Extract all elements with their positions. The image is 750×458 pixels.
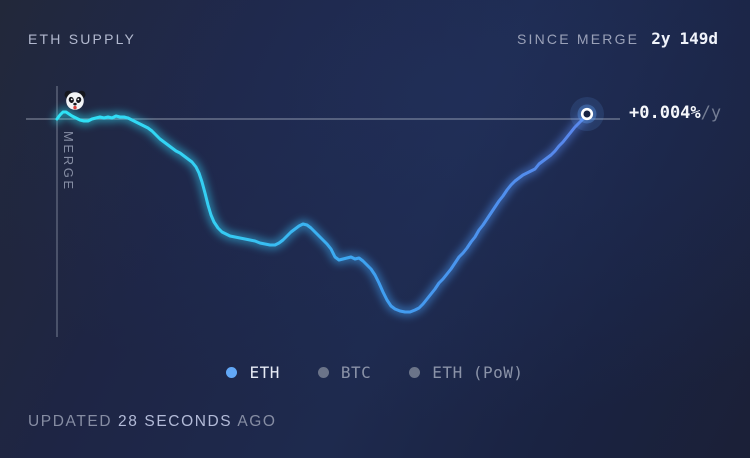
legend-item[interactable]: ETH (PoW)	[409, 363, 523, 382]
since-merge-toggle[interactable]: SINCE MERGE 2y 149d	[517, 29, 718, 48]
legend: ETH BTC ETH (PoW)	[0, 363, 750, 382]
legend-item[interactable]: ETH	[226, 363, 279, 382]
last-updated-status: UPDATED 28 SECONDS AGO	[28, 413, 277, 431]
legend-label-btc: BTC	[340, 363, 372, 382]
supply-line-glow	[52, 107, 592, 317]
since-merge-years: 2y	[651, 29, 671, 48]
panda-icon	[64, 90, 86, 110]
supply-line	[55, 110, 589, 314]
since-merge-days: 149d	[679, 29, 718, 48]
since-merge-label: SINCE MERGE	[516, 31, 640, 47]
updated-suffix: AGO	[237, 413, 277, 430]
legend-label-eth-pow: ETH (PoW)	[432, 363, 524, 382]
widget-title: ETH SUPPLY	[28, 31, 137, 47]
growth-rate-value: +0.004%	[629, 103, 701, 123]
eth-legend-dot-icon	[226, 367, 238, 378]
eth-pow-legend-dot-icon	[409, 367, 421, 378]
updated-prefix: UPDATED	[28, 413, 113, 430]
growth-rate-unit: /y	[700, 103, 722, 123]
legend-label-eth: ETH	[249, 363, 280, 382]
updated-time: 28 SECONDS	[118, 413, 233, 430]
growth-rate-label: +0.004%/y	[629, 103, 721, 123]
end-dot-marker	[580, 107, 594, 121]
legend-item[interactable]: BTC	[317, 363, 372, 382]
merge-axis-label: MERGE	[61, 131, 76, 192]
btc-legend-dot-icon	[317, 367, 329, 378]
